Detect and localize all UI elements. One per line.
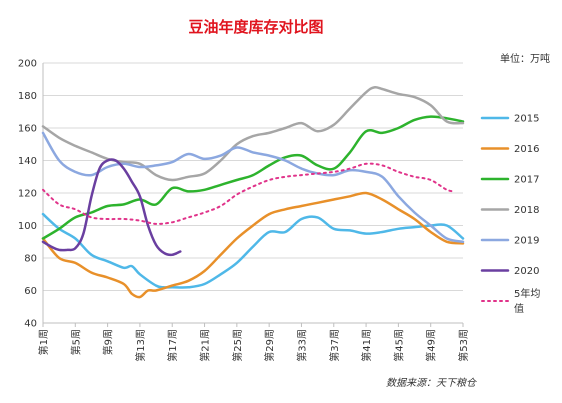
y-tick-label: 180 [18,91,37,102]
legend-label: 2018 [514,205,539,216]
grid-layer [42,62,463,324]
y-tick-label: 80 [24,254,37,265]
legend-label: 2015 [514,114,539,125]
y-tick-label: 60 [24,286,37,297]
y-tick-label: 140 [18,156,37,167]
x-tick-label: 第53周 [457,329,470,362]
y-tick-label: 40 [24,319,37,330]
x-tick-label: 第49周 [425,329,438,362]
y-tick-label: 160 [18,124,37,135]
legend-label: 2019 [514,236,539,247]
x-axis-ticks: 第1周 第5周 第9周 第13周 第17周 第21周 第25周 第29周 第33周 第37周 第41… [37,323,470,362]
y-tick-label: 120 [18,189,37,200]
series-line-2020 [41,158,182,257]
x-tick-label: 第29周 [263,329,276,362]
chart-title: 豆油年度库存对比图 [188,18,323,36]
legend-label: 2016 [514,144,539,155]
x-tick-label: 第17周 [166,329,179,362]
x-tick-label: 第25周 [231,329,244,362]
x-tick-label: 第5周 [69,329,82,355]
legend-label: 5年均 [514,287,540,300]
y-axis-ticks: 40 60 80 100 120 140 160 180 200 [18,59,37,330]
legend-label: 2020 [514,266,539,277]
x-tick-label: 第21周 [199,329,212,362]
series-line-2015 [41,212,465,289]
series-line-2019 [41,131,465,244]
x-tick-label: 第9周 [102,329,115,355]
y-tick-label: 200 [18,59,37,70]
source-credit: 数据来源：天下粮仓 [386,377,477,389]
x-tick-label: 第45周 [392,329,405,362]
x-tick-label: 第41周 [360,329,373,362]
legend-label: 2017 [514,175,539,186]
series-line-5年均值 [42,162,456,225]
x-tick-label: 第1周 [37,329,50,355]
x-tick-label: 第33周 [295,329,308,362]
series-line-2016 [41,191,465,299]
unit-label: 单位：万吨 [500,52,550,65]
y-tick-label: 100 [18,221,37,232]
series-layer [41,85,465,299]
series-line-2017 [41,115,465,240]
legend-label-cont: 值 [514,302,524,315]
x-tick-label: 第13周 [134,329,147,362]
x-tick-label: 第37周 [328,329,341,362]
series-line-2018 [41,85,465,182]
